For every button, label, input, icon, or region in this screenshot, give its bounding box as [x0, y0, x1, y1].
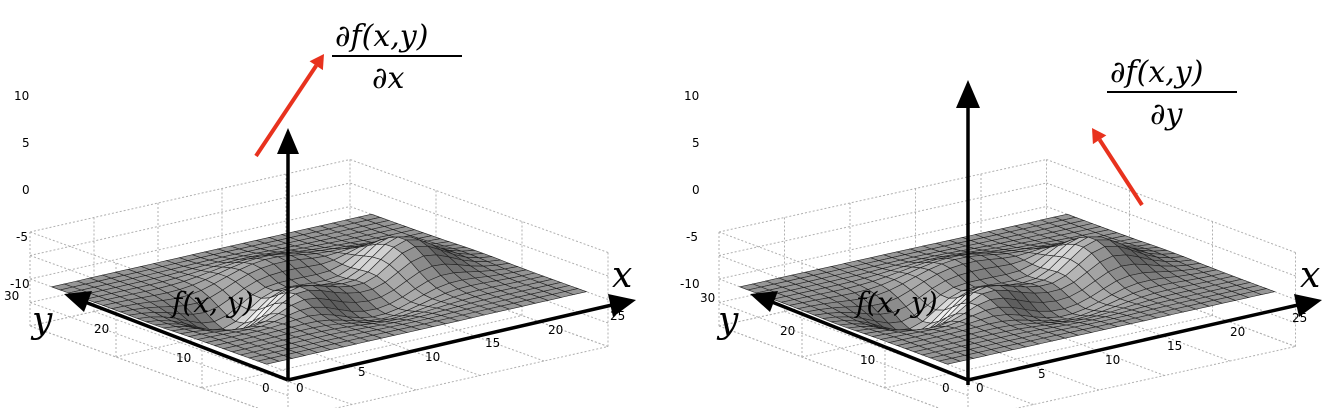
partial-derivative-label: ∂f(x,y) ∂x: [332, 19, 462, 96]
x-axis-arrowhead: [1294, 294, 1322, 317]
f-axis-label: f(x, y): [854, 286, 938, 319]
z-tick-label: 10: [684, 89, 699, 103]
y-tick-label: 10: [860, 353, 875, 367]
derivative-numerator: ∂f(x,y): [1110, 55, 1203, 90]
z-tick-label: 0: [692, 183, 700, 197]
x-tick-label: 20: [548, 323, 563, 337]
left-surface-panel: 10 5 0 -5 -10 0 5 10 15 20 25 30 20 10 0…: [4, 19, 636, 408]
gradient-arrowhead: [309, 54, 324, 71]
f-axis-arrowhead: [277, 128, 299, 154]
gradient-arrowhead: [1092, 128, 1107, 145]
x-axis-label: x: [612, 255, 632, 296]
z-tick-label: 10: [14, 89, 29, 103]
derivative-denominator: ∂y: [1150, 97, 1184, 132]
y-tick-label: 30: [700, 291, 715, 305]
y-axis-arrowhead: [64, 291, 92, 312]
f-axis-label: f(x, y): [170, 286, 254, 319]
x-tick-label: 0: [976, 381, 984, 395]
z-tick-label: -5: [16, 230, 28, 244]
y-tick-label: 20: [94, 322, 109, 336]
z-tick-label: 5: [22, 136, 30, 150]
x-tick-label: 5: [358, 365, 366, 379]
z-tick-label: -10: [680, 277, 700, 291]
axis-arrows: [750, 80, 1322, 385]
x-tick-label: 10: [1105, 353, 1120, 367]
x-tick-label: 15: [485, 336, 500, 350]
z-tick-label: -5: [686, 230, 698, 244]
surface-mesh: [50, 213, 588, 365]
left-surface-plot: 10 5 0 -5 -10 0 5 10 15 20 25 30 20 10 0…: [4, 19, 636, 408]
y-tick-label: 20: [780, 324, 795, 338]
surface-mesh: [738, 213, 1276, 365]
derivative-numerator: ∂f(x,y): [335, 19, 428, 54]
derivative-denominator: ∂x: [372, 61, 405, 96]
z-tick-label: 5: [692, 136, 700, 150]
axis-arrows: [64, 128, 636, 382]
partial-derivative-label: ∂f(x,y) ∂y: [1107, 55, 1237, 132]
x-axis-label: x: [1300, 255, 1320, 296]
gradient-arrow-shaft: [1097, 138, 1144, 207]
x-axis-arrowhead: [608, 294, 636, 317]
y-axis-label: y: [30, 300, 53, 341]
y-tick-label: 10: [176, 351, 191, 365]
x-tick-label: 25: [1292, 311, 1307, 325]
x-tick-label: 15: [1167, 339, 1182, 353]
y-axis-label: y: [716, 300, 739, 341]
right-surface-plot: 10 5 0 -5 -10 0 5 10 15 20 25 30 20 10 0…: [680, 55, 1322, 408]
y-tick-label: 0: [942, 381, 950, 395]
y-axis-arrowhead: [750, 291, 778, 312]
z-tick-label: 0: [22, 183, 30, 197]
f-axis-arrowhead: [956, 80, 980, 108]
y-tick-label: 0: [262, 381, 270, 395]
z-tick-label: -10: [10, 277, 30, 291]
surface-face: [564, 288, 588, 295]
x-tick-label: 0: [296, 381, 304, 395]
gradient-y-arrow: [1092, 128, 1144, 207]
x-tick-label: 10: [425, 350, 440, 364]
surface-face: [1252, 288, 1276, 295]
gradient-arrow-shaft: [254, 64, 318, 158]
gradient-x-arrow: [254, 54, 324, 158]
x-tick-label: 5: [1038, 367, 1046, 381]
x-tick-label: 20: [1230, 325, 1245, 339]
right-surface-panel: 10 5 0 -5 -10 0 5 10 15 20 25 30 20 10 0…: [670, 0, 1340, 408]
y-tick-label: 30: [4, 289, 19, 303]
